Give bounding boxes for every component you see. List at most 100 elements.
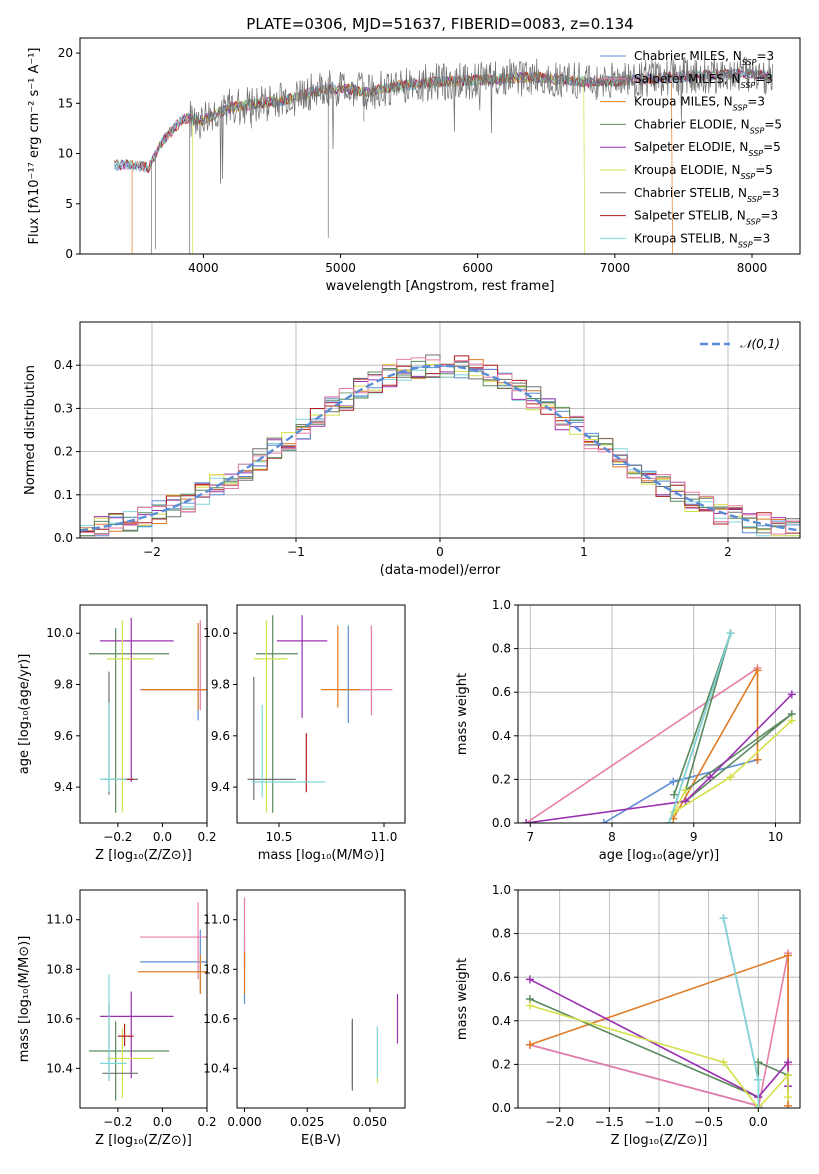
legend-entry: Chabrier MILES, NSSP=3	[634, 49, 774, 67]
weight-marker	[726, 629, 735, 638]
y-tick-label: 11.0	[203, 913, 230, 927]
spectrum-line-6	[189, 56, 773, 254]
legend-entry: Kroupa MILES, NSSP=3	[634, 95, 765, 113]
plot-area-age_vs_Z	[88, 617, 207, 813]
x-axis-label: mass [log₁₀(M/M⊙)]	[258, 848, 385, 863]
panel-age_vs_Z: −0.2 0.0 0.2 9.4 9.6 9.8 10.0 Z [log₁₀(Z/Z⊙)] ag…	[17, 604, 217, 863]
panel-mass_vs_Z: −0.2 0.0 0.2 10.4 10.6 10.8 11.0 Z [log₁₀(Z/Z⊙)…	[17, 889, 217, 1148]
x-tick-label: 4000	[188, 261, 219, 275]
weight-marker	[784, 1058, 793, 1067]
y-tick-label: 1.0	[492, 883, 511, 897]
x-tick-label: 0.025	[290, 1115, 324, 1129]
weight-line-2	[672, 667, 759, 819]
y-tick-label: 0.4	[54, 358, 73, 372]
weight-marker	[681, 786, 690, 795]
y-tick-label: 9.4	[211, 780, 230, 794]
x-tick-label: 9	[690, 830, 698, 844]
x-tick-label: 0.000	[227, 1115, 261, 1129]
x-tick-label: −1.0	[644, 1115, 673, 1129]
y-tick-label: 15	[58, 96, 73, 110]
spectrum-line-2	[131, 70, 673, 254]
x-tick-label: −2	[143, 545, 161, 559]
x-tick-label: 7000	[600, 261, 631, 275]
weight-marker	[599, 819, 608, 823]
residual-legend: 𝒩(0,1)	[700, 337, 780, 351]
spectrum-legend: Chabrier MILES, NSSP=3 Salpeter MILES, NS…	[600, 49, 782, 249]
x-tick-label: 8000	[737, 261, 768, 275]
y-tick-label: 9.8	[211, 678, 230, 692]
plot-area-weight_vs_Z	[518, 890, 800, 1108]
legend-entry: Salpeter ELODIE, NSSP=5	[634, 140, 781, 158]
y-tick-label: 0.3	[54, 401, 73, 415]
weight-marker	[665, 819, 674, 823]
axes-age_vs_Z: −0.2 0.0 0.2 9.4 9.6 9.8 10.0 Z [log₁₀(Z/Z⊙)] ag…	[17, 604, 217, 863]
x-tick-label: 10.5	[266, 830, 293, 844]
weight-marker	[669, 777, 678, 786]
weight-marker	[753, 755, 762, 764]
y-axis-label: mass weight	[455, 958, 470, 1040]
y-tick-label: 9.6	[211, 729, 230, 743]
plot-area-weight_vs_age	[518, 605, 800, 823]
panel-residuals: −2 −1 0 1 2 0.0 0.1 0.2 0.3 0.4 (data-model)/error…	[23, 321, 801, 578]
weight-marker	[719, 1058, 728, 1067]
y-tick-label: 0.2	[54, 445, 73, 459]
y-axis-label: Flux [fλ10⁻¹⁷ erg cm⁻² s⁻¹ A⁻¹]	[27, 48, 42, 245]
x-tick-label: 11.0	[371, 830, 398, 844]
x-tick-label: 10	[768, 830, 783, 844]
normal-reference-curve	[80, 364, 800, 532]
weight-marker	[753, 666, 762, 675]
y-tick-label: 11.0	[46, 913, 73, 927]
plot-area-mass_vs_Z	[88, 902, 207, 1101]
y-tick-label: 0.8	[492, 642, 511, 656]
panel-mass_vs_ebv: 0.000 0.025 0.050 10.4 10.6 10.8 11.0 E(B-V)	[203, 889, 406, 1148]
weight-marker	[726, 773, 735, 782]
weight-marker	[670, 790, 679, 799]
weight-marker	[522, 819, 531, 823]
y-tick-label: 0.0	[492, 1101, 511, 1115]
plot-area-residuals	[80, 322, 800, 538]
x-tick-label: 1	[580, 545, 588, 559]
x-tick-label: −1.5	[595, 1115, 624, 1129]
y-tick-label: 20	[58, 46, 73, 60]
legend-entry: Chabrier STELIB, NSSP=3	[634, 186, 779, 204]
y-tick-label: 10.0	[203, 626, 230, 640]
y-tick-label: 0.8	[492, 927, 511, 941]
x-tick-label: 8	[608, 830, 616, 844]
y-axis-label: age [log₁₀(age/yr)]	[17, 654, 32, 775]
y-tick-label: 10.8	[203, 962, 230, 976]
y-tick-label: 0.2	[492, 1057, 511, 1071]
panel-weight_vs_Z: −2.0 −1.5 −1.0 −0.5 0.0 0.0 0.2 0.4 0.6 0.8 1.0 Z […	[455, 883, 801, 1148]
weight-marker	[784, 1071, 793, 1080]
weight-line-6	[722, 918, 760, 1108]
y-tick-label: 10.8	[46, 962, 73, 976]
x-tick-label: 0.0	[153, 830, 172, 844]
x-tick-label: −0.2	[103, 1115, 132, 1129]
x-axis-label: (data-model)/error	[380, 563, 501, 578]
weight-marker	[525, 975, 534, 984]
weight-marker	[754, 1075, 763, 1084]
plot-area-mass_vs_ebv	[243, 897, 399, 1091]
x-tick-label: 0.0	[153, 1115, 172, 1129]
plot-area-spectrum	[113, 56, 773, 254]
axes-age_vs_mass: 10.5 11.0 9.4 9.6 9.8 10.0 mass [log₁₀(M/M⊙)]	[203, 604, 406, 863]
legend-entry: Kroupa STELIB, NSSP=3	[634, 231, 770, 249]
weight-marker	[525, 1001, 534, 1010]
weight-marker	[787, 690, 796, 699]
x-tick-label: 0.2	[197, 1115, 216, 1129]
axes-frame	[517, 604, 801, 824]
panel-weight_vs_age: 7 8 9 10 0.0 0.2 0.4 0.6 0.8 1.0 age [log₁₀(age/yr…	[455, 598, 801, 863]
axes-frame	[79, 604, 208, 824]
weight-marker	[784, 1101, 793, 1108]
axes-frame	[79, 37, 801, 255]
weight-line-5	[529, 1004, 789, 1108]
y-tick-label: 1.0	[492, 598, 511, 612]
legend-entry: Salpeter STELIB, NSSP=3	[634, 209, 778, 227]
x-tick-label: 6000	[462, 261, 493, 275]
axes-mass_vs_ebv: 0.000 0.025 0.050 10.4 10.6 10.8 11.0 E(B-V)	[203, 889, 406, 1148]
weight-marker	[706, 773, 715, 782]
y-tick-label: 10.0	[46, 626, 73, 640]
weight-line-8	[668, 633, 732, 823]
plot-area-age_vs_mass	[247, 615, 393, 813]
